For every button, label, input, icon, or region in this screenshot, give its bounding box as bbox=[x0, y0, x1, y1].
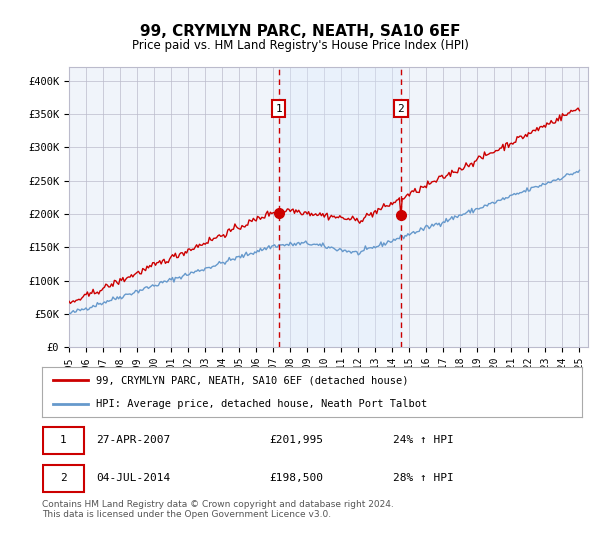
Text: 2: 2 bbox=[59, 473, 67, 483]
Text: 99, CRYMLYN PARC, NEATH, SA10 6EF (detached house): 99, CRYMLYN PARC, NEATH, SA10 6EF (detac… bbox=[96, 375, 409, 385]
Text: 99, CRYMLYN PARC, NEATH, SA10 6EF: 99, CRYMLYN PARC, NEATH, SA10 6EF bbox=[140, 24, 460, 39]
Text: 1: 1 bbox=[275, 104, 282, 114]
Text: 2: 2 bbox=[397, 104, 404, 114]
Text: Contains HM Land Registry data © Crown copyright and database right 2024.
This d: Contains HM Land Registry data © Crown c… bbox=[42, 500, 394, 519]
Text: HPI: Average price, detached house, Neath Port Talbot: HPI: Average price, detached house, Neat… bbox=[96, 399, 427, 409]
Bar bbox=[278, 67, 401, 347]
Text: 24% ↑ HPI: 24% ↑ HPI bbox=[393, 436, 454, 445]
FancyBboxPatch shape bbox=[43, 465, 83, 492]
Text: £198,500: £198,500 bbox=[269, 473, 323, 483]
Text: 04-JUL-2014: 04-JUL-2014 bbox=[96, 473, 170, 483]
Text: 28% ↑ HPI: 28% ↑ HPI bbox=[393, 473, 454, 483]
Text: Price paid vs. HM Land Registry's House Price Index (HPI): Price paid vs. HM Land Registry's House … bbox=[131, 39, 469, 52]
Text: £201,995: £201,995 bbox=[269, 436, 323, 445]
Text: 27-APR-2007: 27-APR-2007 bbox=[96, 436, 170, 445]
FancyBboxPatch shape bbox=[43, 427, 83, 454]
Text: 1: 1 bbox=[59, 436, 67, 445]
